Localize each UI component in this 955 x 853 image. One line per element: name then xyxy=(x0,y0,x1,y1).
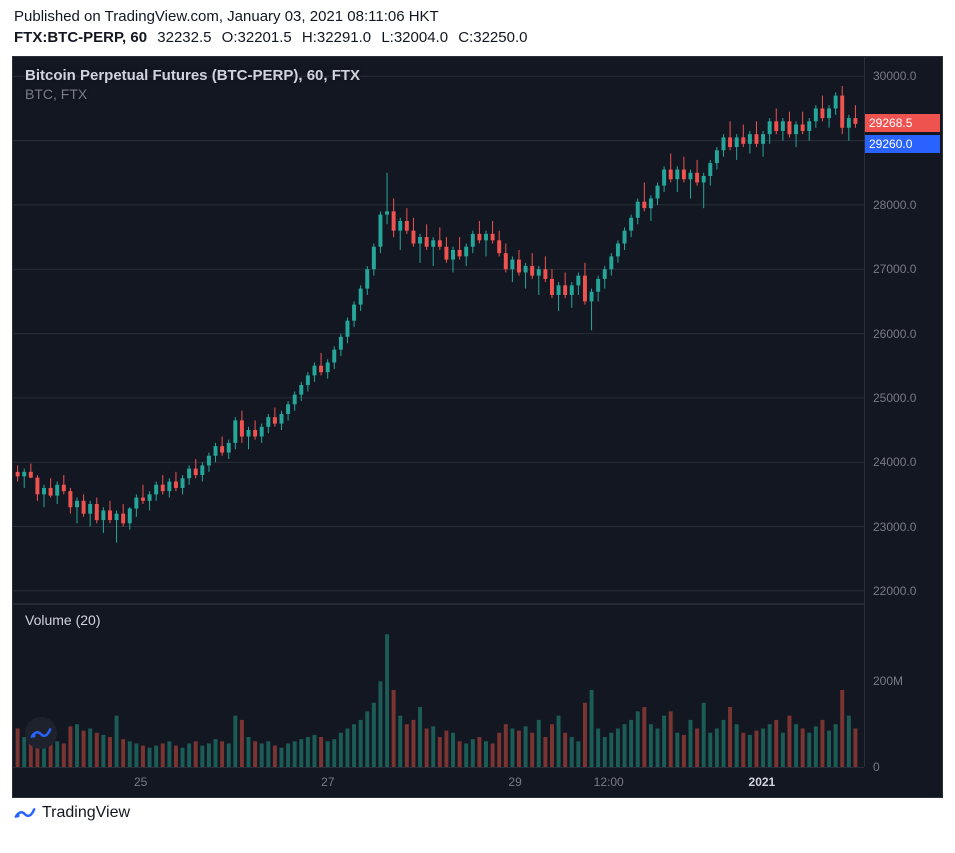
chart-header: Published on TradingView.com, January 03… xyxy=(0,0,955,50)
close-label: C:32250.0 xyxy=(458,29,527,46)
time-tick: 29 xyxy=(508,775,521,789)
price-tag-last: 29268.5 xyxy=(865,114,940,132)
time-tick: 27 xyxy=(321,775,334,789)
tradingview-watermark-icon[interactable] xyxy=(25,717,57,749)
footer: TradingView xyxy=(0,798,955,828)
chart-container[interactable]: Bitcoin Perpetual Futures (BTC-PERP), 60… xyxy=(12,56,943,798)
chart-title: Bitcoin Perpetual Futures (BTC-PERP), 60… xyxy=(25,67,360,84)
ohlc-summary: FTX:BTC-PERP, 60 32232.5 O:32201.5 H:322… xyxy=(14,29,941,46)
plot-area[interactable]: Bitcoin Perpetual Futures (BTC-PERP), 60… xyxy=(13,57,864,767)
time-tick: 12:00 xyxy=(594,775,624,789)
published-timestamp: Published on TradingView.com, January 03… xyxy=(14,8,941,25)
price-tick: 28000.0 xyxy=(873,198,916,212)
chart-title-overlay: Bitcoin Perpetual Futures (BTC-PERP), 60… xyxy=(25,67,360,102)
price-tick: 26000.0 xyxy=(873,327,916,341)
volume-title: Volume (20) xyxy=(25,612,100,628)
footer-brand: TradingView xyxy=(42,804,130,822)
time-tick: 25 xyxy=(134,775,147,789)
tradingview-logo-icon xyxy=(14,804,36,822)
price-tick: 23000.0 xyxy=(873,520,916,534)
low-label: L:32004.0 xyxy=(381,29,448,46)
symbol-interval: FTX:BTC-PERP, 60 xyxy=(14,29,147,46)
high-label: H:32291.0 xyxy=(302,29,371,46)
last-price: 32232.5 xyxy=(157,29,211,46)
price-tick: 30000.0 xyxy=(873,69,916,83)
price-tick: 22000.0 xyxy=(873,584,916,598)
price-tag-bid: 29260.0 xyxy=(865,135,940,153)
volume-tick: 0 xyxy=(873,760,880,774)
price-tick: 24000.0 xyxy=(873,455,916,469)
price-axis[interactable]: 22000.0 23000.0 24000.0 25000.0 26000.0 27000… xyxy=(864,57,942,767)
open-label: O:32201.5 xyxy=(222,29,292,46)
time-tick: 2021 xyxy=(749,775,776,789)
price-tick: 25000.0 xyxy=(873,391,916,405)
candlestick-canvas xyxy=(13,57,864,767)
volume-divider xyxy=(13,604,864,605)
price-tick: 27000.0 xyxy=(873,262,916,276)
chart-subtitle: BTC, FTX xyxy=(25,86,360,102)
volume-tick: 200M xyxy=(873,674,903,688)
time-axis[interactable]: 25 27 29 12:00 2021 xyxy=(13,767,864,797)
